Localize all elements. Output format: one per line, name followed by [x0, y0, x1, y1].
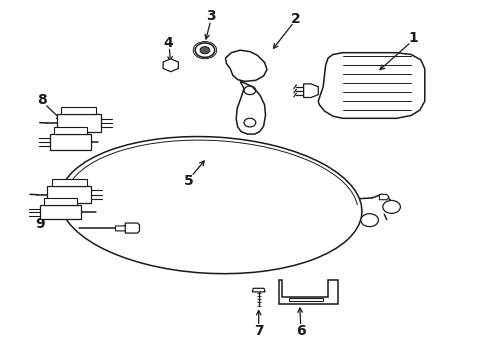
Polygon shape: [318, 53, 425, 118]
Text: 1: 1: [409, 31, 418, 45]
Polygon shape: [379, 194, 389, 200]
Text: 4: 4: [163, 36, 172, 50]
Text: 6: 6: [296, 324, 305, 338]
Text: 3: 3: [206, 9, 216, 23]
Text: 7: 7: [254, 324, 264, 338]
Polygon shape: [49, 134, 91, 149]
Polygon shape: [54, 127, 87, 134]
Polygon shape: [116, 226, 132, 231]
Text: 9: 9: [35, 217, 45, 231]
Polygon shape: [47, 186, 91, 203]
Polygon shape: [44, 198, 77, 205]
Polygon shape: [163, 59, 178, 72]
Circle shape: [195, 43, 215, 57]
Polygon shape: [304, 84, 318, 98]
Polygon shape: [40, 205, 81, 220]
Polygon shape: [279, 280, 338, 304]
Polygon shape: [51, 179, 87, 186]
Text: 8: 8: [37, 93, 47, 107]
Polygon shape: [125, 223, 140, 233]
Polygon shape: [236, 81, 266, 134]
Text: 5: 5: [184, 174, 194, 188]
Polygon shape: [225, 50, 267, 81]
Polygon shape: [57, 114, 101, 132]
Circle shape: [361, 214, 378, 226]
Text: 2: 2: [291, 12, 301, 26]
Circle shape: [200, 46, 210, 54]
Polygon shape: [61, 107, 97, 114]
Polygon shape: [252, 288, 265, 292]
Circle shape: [383, 201, 400, 213]
